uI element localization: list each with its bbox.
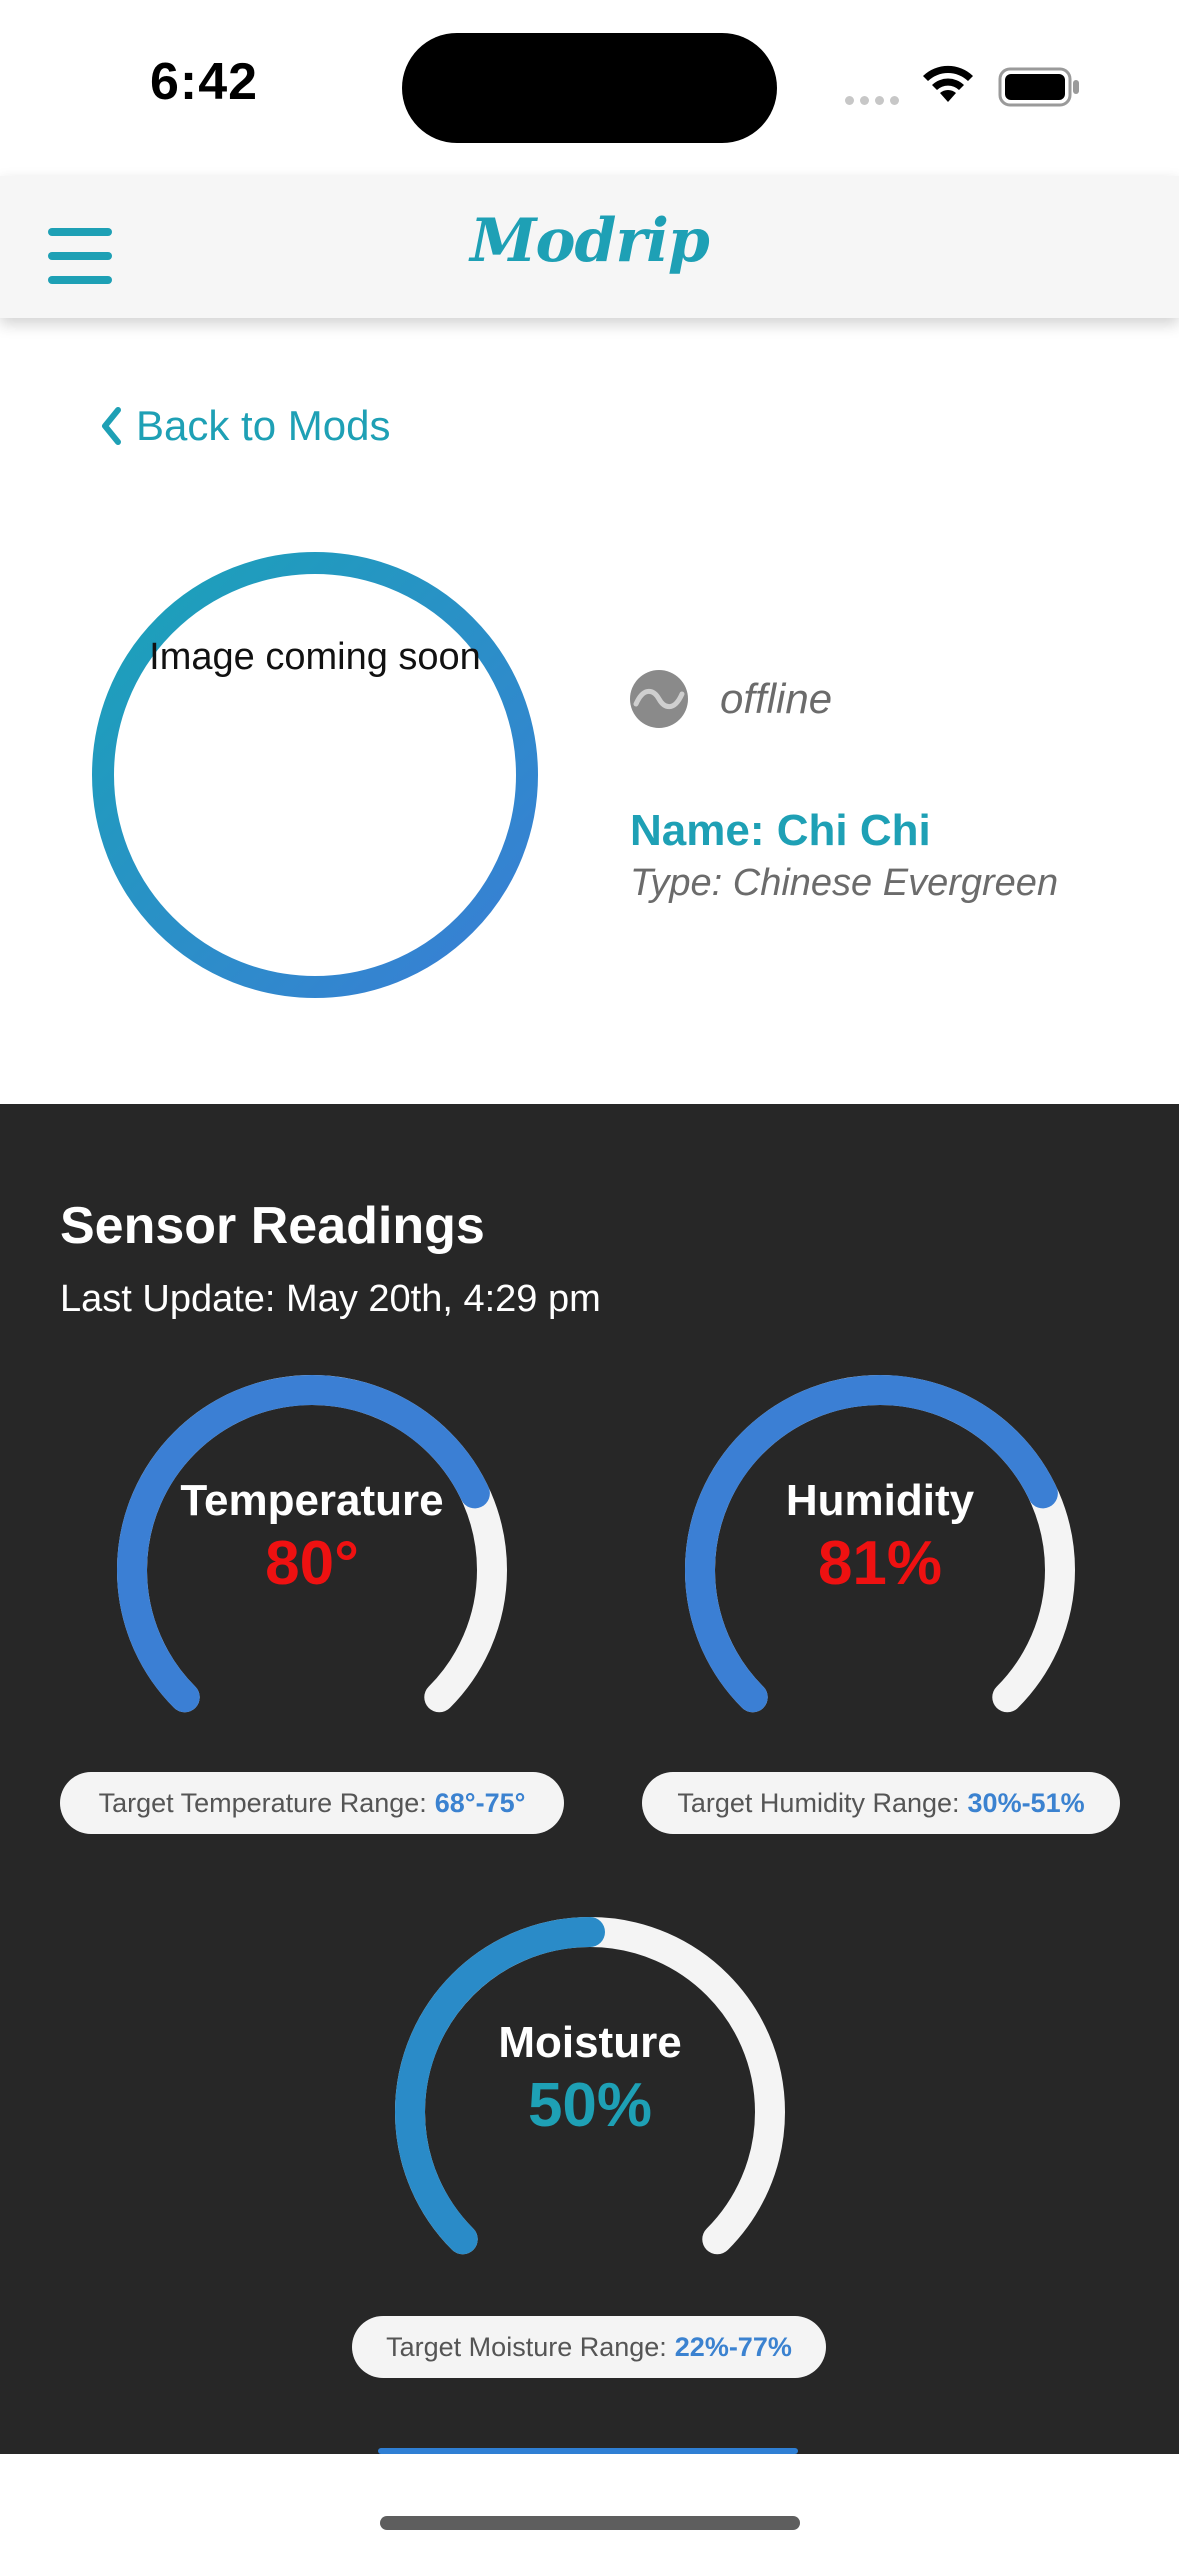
battery-icon [998,67,1079,107]
range-value: 68°-75° [434,1787,526,1818]
wifi-icon [923,65,973,102]
humidity-gauge: Humidity 81% [670,1360,1090,1780]
range-value: 30%-51% [967,1787,1085,1818]
gauge-fill [117,1375,490,1713]
range-label: Target Temperature Range: [98,1787,427,1818]
back-to-mods-link[interactable]: Back to Mods [100,402,390,450]
gauge-label: Temperature [180,1476,444,1525]
chevron-left-icon [102,407,121,445]
app-header: Modrip [0,176,1179,318]
mod-status: offline [628,668,832,730]
hamburger-menu-icon[interactable] [48,228,114,284]
brand-logo: Modrip [470,206,710,276]
target-range-pill: Target Temperature Range: 68°-75° [60,1772,564,1834]
last-update: Last Update: May 20th, 4:29 pm [60,1278,601,1320]
status-text: offline [720,675,833,722]
home-area [0,2454,1179,2556]
mod-type: Type: Chinese Evergreen [630,862,1059,904]
home-indicator[interactable] [380,2516,800,2530]
image-caption: Image coming soon [149,636,481,678]
gauge-value: 80° [265,1529,359,1598]
dynamic-island [402,33,777,143]
gauge-value: 81% [817,1529,943,1598]
target-range-pill: Target Moisture Range: 22%-77% [352,2316,826,2378]
status-bar: 6:42 [0,0,1179,176]
range-label: Target Humidity Range: [677,1787,960,1818]
moisture-gauge: Moisture 50% [380,1902,800,2322]
gauge-fill [685,1375,1058,1713]
gauge-label: Humidity [785,1476,975,1525]
mod-name: Name: Chi Chi [630,806,931,855]
temperature-gauge: Temperature 80° [102,1360,522,1780]
gauge-value: 50% [527,2071,653,2140]
sensor-readings-panel: Sensor Readings Last Update: May 20th, 4… [0,1104,1179,2454]
panel-footer-accent [378,2448,798,2454]
cellular-signal-icon [845,96,899,105]
connection-status-icon [630,670,688,728]
range-label: Target Moisture Range: [386,2331,667,2362]
gauge-fill [395,1917,605,2255]
panel-title: Sensor Readings [60,1197,485,1255]
target-range-pill: Target Humidity Range: 30%-51% [642,1772,1120,1834]
range-value: 22%-77% [674,2331,792,2362]
gauge-label: Moisture [498,2018,682,2067]
clock: 6:42 [150,53,259,111]
mod-image-placeholder [92,552,538,998]
back-link-label: Back to Mods [136,402,391,449]
